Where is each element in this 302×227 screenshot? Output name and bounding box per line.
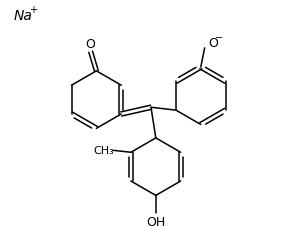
Text: O: O [86, 37, 96, 50]
Text: +: + [29, 5, 37, 15]
Text: O: O [208, 37, 218, 49]
Text: CH₃: CH₃ [94, 146, 114, 156]
Text: Na: Na [13, 9, 32, 23]
Text: −: − [215, 33, 223, 43]
Text: OH: OH [146, 215, 165, 227]
